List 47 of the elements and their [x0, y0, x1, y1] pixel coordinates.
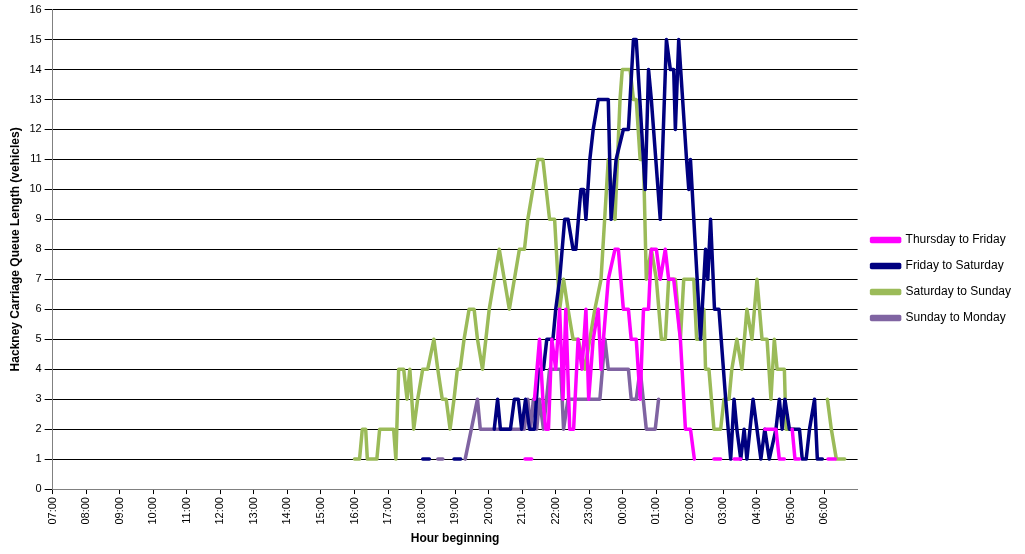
y-tick-label: 6 — [35, 302, 42, 315]
x-tick-label: 14:00 — [280, 497, 293, 525]
x-tick-label: 05:00 — [783, 497, 796, 525]
x-tick-label: 02:00 — [682, 497, 695, 525]
x-tick-label: 22:00 — [548, 497, 561, 525]
y-tick-label: 3 — [35, 392, 42, 405]
y-tick-label: 5 — [35, 332, 42, 345]
y-tick-label: 15 — [29, 32, 42, 45]
x-tick-label: 16:00 — [347, 497, 360, 525]
legend-label: Thursday to Friday — [905, 232, 1006, 247]
y-tick-label: 2 — [35, 422, 42, 435]
y-tick-label: 10 — [29, 182, 42, 195]
x-tick-label: 01:00 — [649, 497, 662, 525]
x-tick-label: 07:00 — [45, 497, 58, 525]
x-tick-label: 12:00 — [213, 497, 226, 525]
x-tick-label: 23:00 — [582, 497, 595, 525]
x-tick-label: 10:00 — [146, 497, 159, 525]
x-tick-label: 17:00 — [381, 497, 394, 525]
x-tick-label: 13:00 — [246, 497, 259, 525]
y-tick-label: 7 — [35, 272, 42, 285]
legend-label: Sunday to Monday — [905, 310, 1006, 325]
y-tick-label: 9 — [35, 212, 42, 225]
y-tick-label: 12 — [29, 122, 42, 135]
x-tick-label: 00:00 — [615, 497, 628, 525]
y-tick-label: 14 — [29, 62, 42, 75]
x-tick-label: 20:00 — [481, 497, 494, 525]
x-tick-label: 19:00 — [448, 497, 461, 525]
x-axis-title: Hour beginning — [410, 531, 500, 546]
y-tick-label: 11 — [30, 152, 42, 165]
y-tick-label: 0 — [35, 482, 42, 495]
x-tick-label: 09:00 — [112, 497, 125, 525]
y-axis-title: Hackney Carriage Queue Length (vehicles) — [7, 127, 22, 372]
x-tick-label: 03:00 — [716, 497, 729, 525]
x-tick-label: 08:00 — [79, 497, 92, 525]
y-tick-label: 8 — [35, 242, 42, 255]
x-tick-label: 18:00 — [414, 497, 427, 525]
y-tick-label: 4 — [35, 362, 42, 375]
x-tick-label: 21:00 — [515, 497, 528, 525]
y-tick-label: 1 — [35, 452, 42, 465]
y-tick-label: 16 — [29, 2, 42, 15]
legend-label: Friday to Saturday — [905, 258, 1004, 273]
x-tick-label: 15:00 — [313, 497, 326, 525]
x-tick-label: 04:00 — [750, 497, 763, 525]
y-tick-label: 13 — [29, 92, 42, 105]
x-tick-label: 06:00 — [817, 497, 830, 525]
legend-label: Saturday to Sunday — [905, 284, 1011, 299]
x-tick-label: 11:00 — [179, 497, 192, 524]
